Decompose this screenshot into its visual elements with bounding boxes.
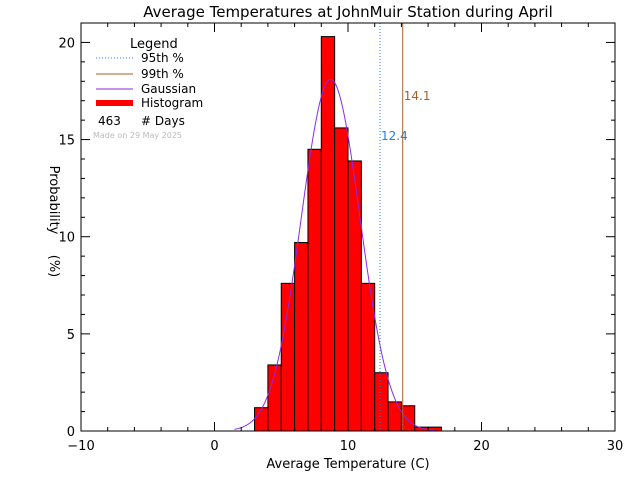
- histogram-bar: [254, 407, 269, 432]
- histogram-bar: [307, 148, 322, 432]
- gaussian-curve: [234, 78, 435, 431]
- y-tick-label: 0: [67, 425, 75, 440]
- y-axis-label-group: Probability (%): [46, 166, 61, 278]
- x-axis: −10 0 10 20 30: [67, 23, 623, 454]
- legend-label: 95th %: [141, 51, 184, 65]
- x-tick-label: 20: [473, 439, 490, 454]
- chart-title: Average Temperatures at JohnMuir Station…: [143, 3, 553, 21]
- y-tick-label: 5: [67, 328, 75, 343]
- histogram-bar: [387, 401, 402, 432]
- x-tick-label: 0: [210, 439, 218, 454]
- histogram-bar: [427, 426, 442, 432]
- x-tick-label: −10: [67, 439, 94, 454]
- histogram-bar: [334, 127, 349, 432]
- legend-label: Gaussian: [141, 82, 196, 96]
- histogram-bar: [294, 242, 309, 432]
- legend-label: 99th %: [141, 67, 184, 81]
- histogram-bar: [280, 282, 296, 432]
- y-axis: 0 5 10 15 20: [58, 22, 615, 440]
- x-axis-label: Average Temperature (C): [266, 457, 429, 472]
- y-tick-label: 15: [58, 134, 75, 149]
- y-tick-label: 20: [58, 36, 75, 51]
- histogram-bar: [400, 405, 416, 432]
- legend-label: Histogram: [141, 96, 203, 110]
- legend-days-label: # Days: [141, 114, 185, 128]
- percentile-label: 12.4: [381, 129, 408, 143]
- x-tick-label: 10: [340, 439, 357, 454]
- histogram-bar: [347, 160, 362, 432]
- legend-days-count: 463: [98, 114, 121, 128]
- histogram-bar: [374, 372, 389, 432]
- y-axis-label-part: (%): [46, 255, 61, 278]
- x-tick-label: 30: [607, 439, 624, 454]
- y-axis-label-part: Probability: [46, 166, 61, 235]
- plot-content: 12.4 14.1: [234, 23, 442, 432]
- watermark: Made on 29 May 2025: [93, 131, 182, 140]
- histogram-bar: [320, 36, 336, 432]
- legend-title: Legend: [130, 37, 178, 52]
- percentile-label: 14.1: [404, 89, 431, 103]
- y-tick-label: 10: [58, 231, 75, 246]
